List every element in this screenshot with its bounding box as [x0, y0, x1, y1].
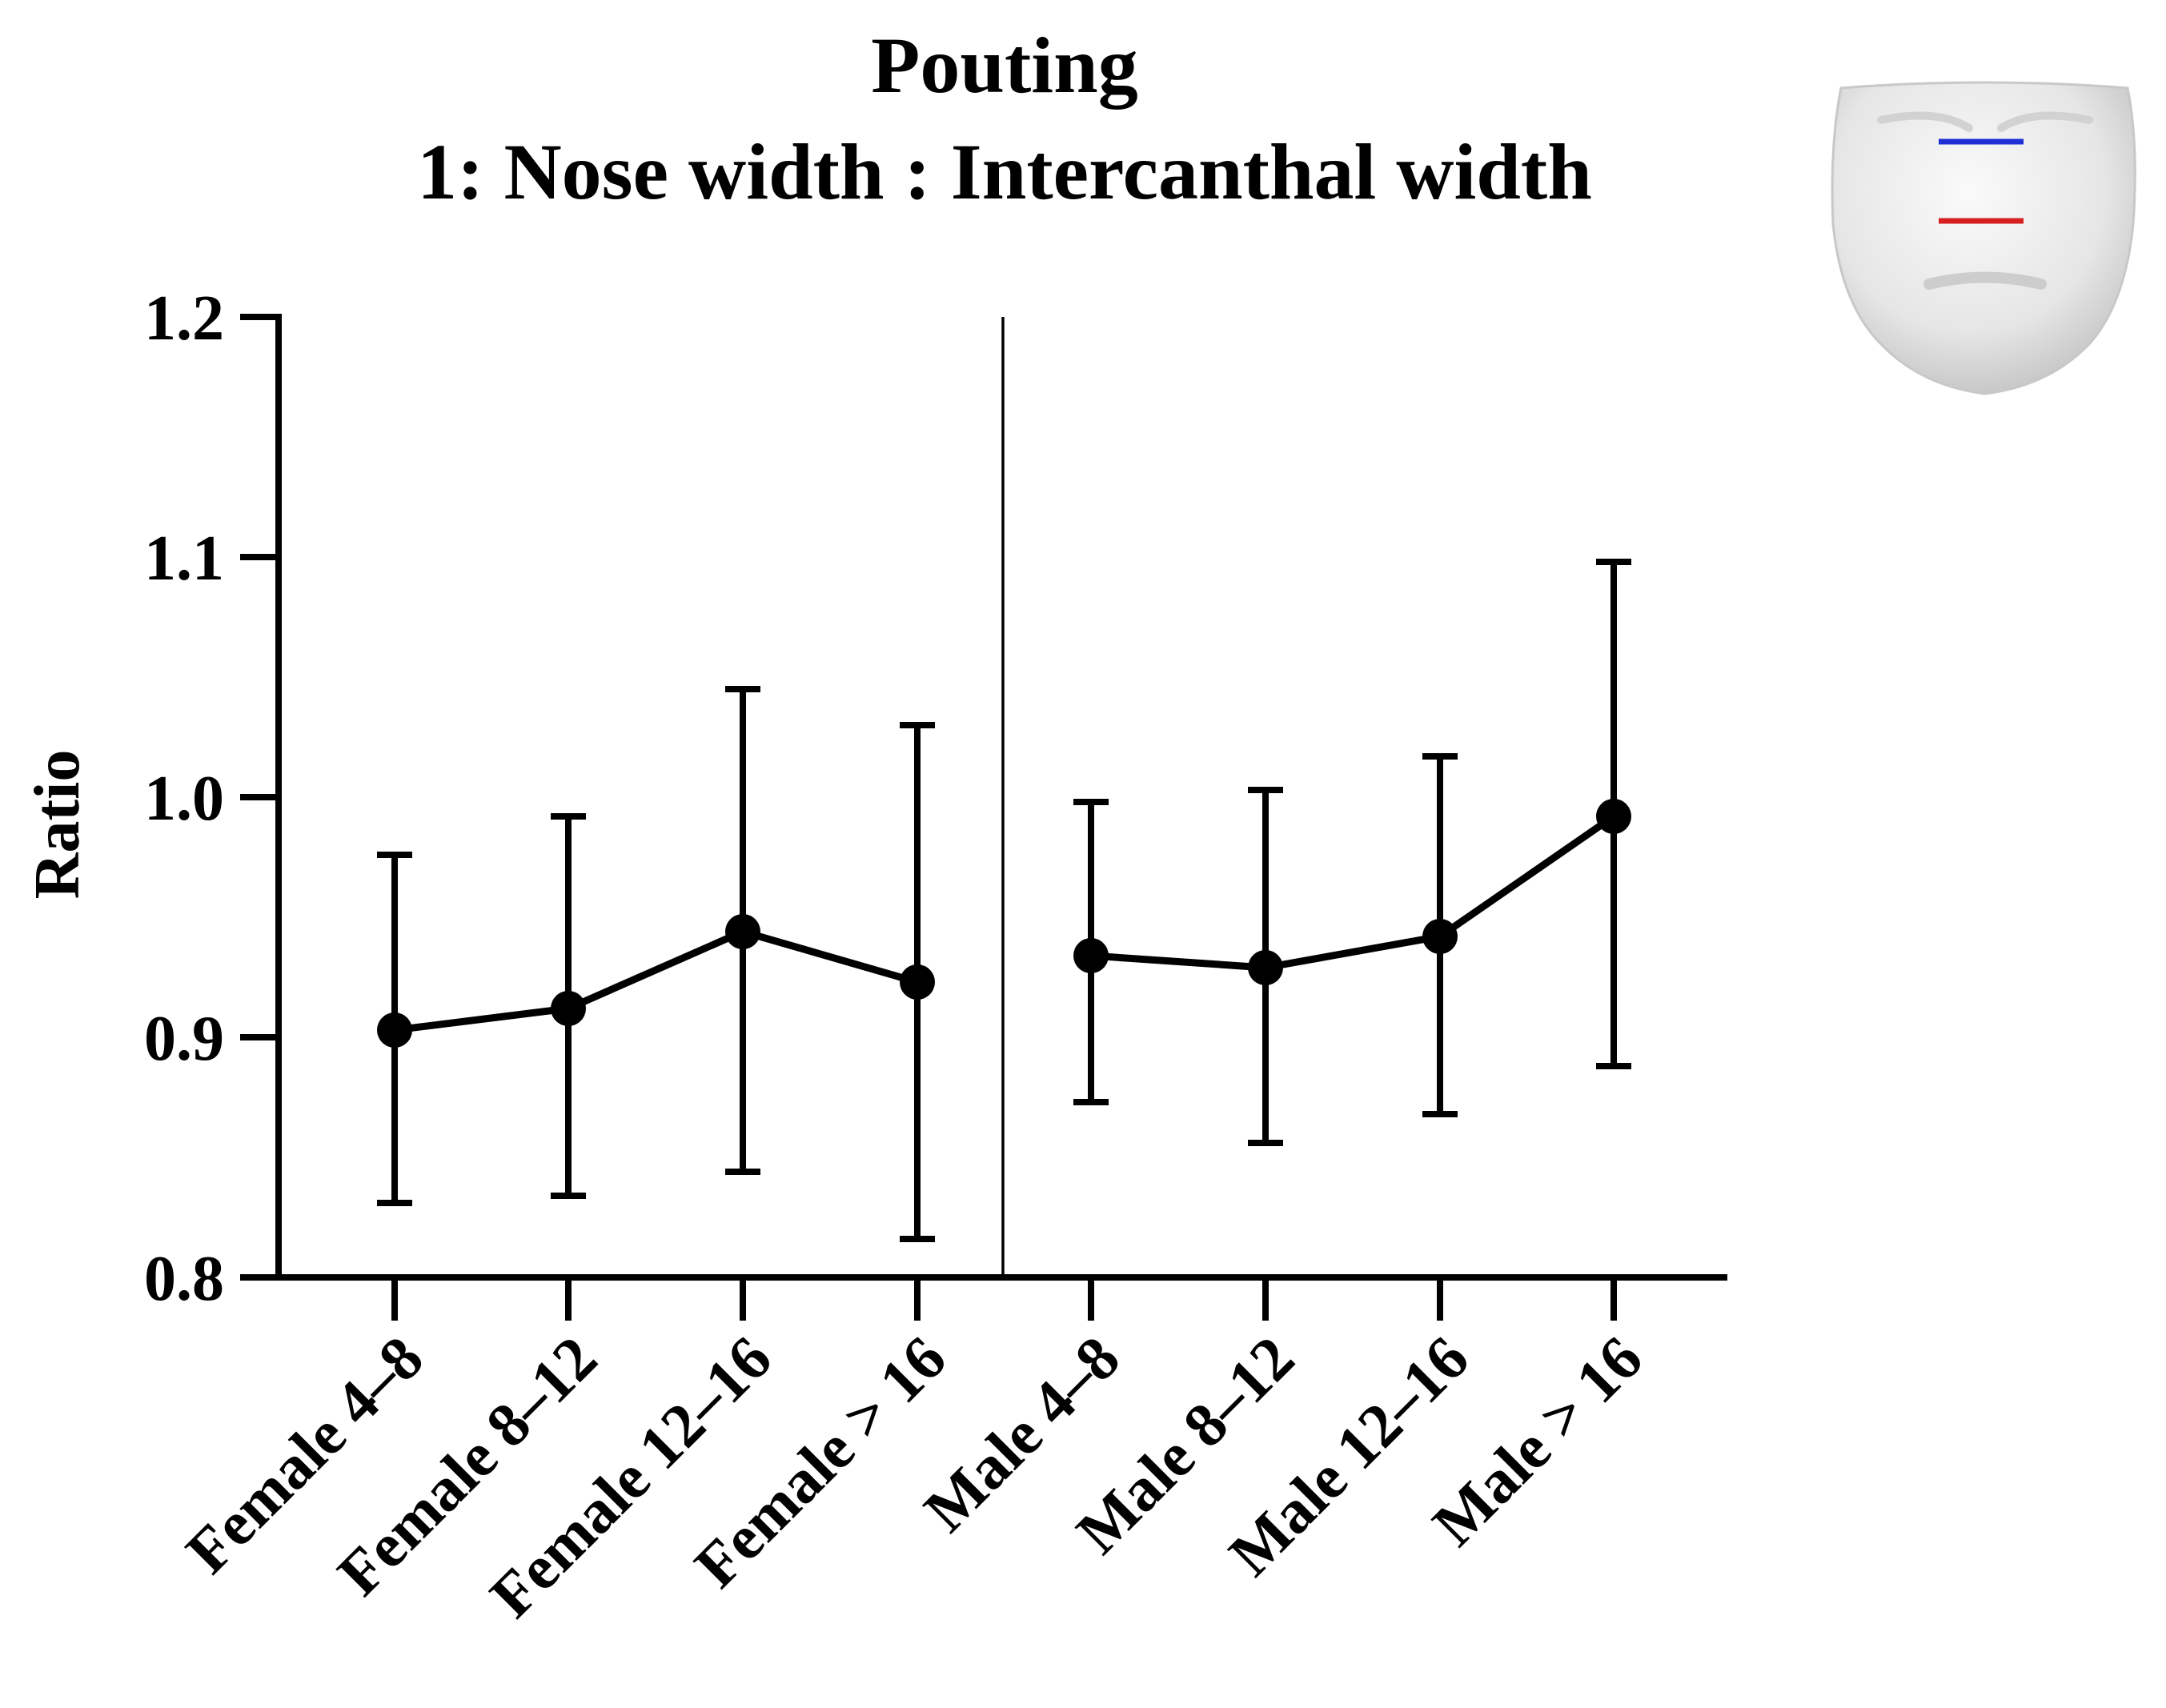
data-point — [1248, 950, 1283, 985]
series-line — [394, 928, 919, 1034]
face-brow-shading — [1877, 111, 2093, 132]
data-point — [377, 1012, 412, 1048]
y-tick-label: 1.1 — [144, 523, 224, 594]
series-female — [377, 686, 935, 1242]
series-male — [1073, 559, 1631, 1146]
chart-subtitle: 1: Nose width : Intercanthal width — [417, 127, 1592, 216]
y-ticks: 0.8 0.9 1.0 1.1 1.2 — [144, 283, 279, 1314]
data-point — [725, 914, 760, 949]
y-tick-label: 0.9 — [144, 1004, 224, 1074]
data-point — [1073, 938, 1109, 973]
series-line — [1090, 813, 1616, 972]
data-point — [551, 991, 586, 1026]
face-shape — [1831, 81, 2136, 395]
data-point — [1422, 919, 1458, 954]
data-point — [900, 964, 935, 1000]
y-axis-label: Ratio — [22, 750, 93, 900]
chart-title: Pouting — [871, 21, 1137, 110]
axes — [275, 314, 1727, 1281]
face-diagram-inset — [1831, 81, 2136, 395]
series-layer — [377, 559, 1631, 1242]
face-mouth-shading — [1923, 271, 2047, 290]
y-tick-label: 1.2 — [144, 283, 224, 354]
y-tick-label: 1.0 — [144, 764, 224, 834]
data-point — [1596, 799, 1631, 834]
y-tick-label: 0.8 — [144, 1244, 224, 1314]
